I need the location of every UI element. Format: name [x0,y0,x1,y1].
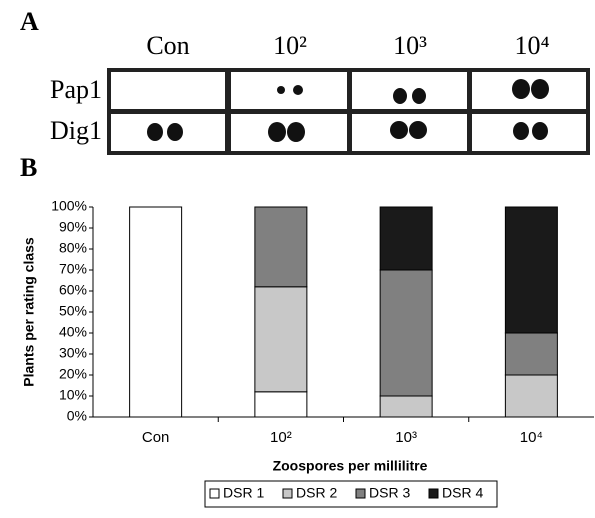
x-tick-label: 10⁴ [520,429,543,446]
y-tick-label: 70% [59,261,87,277]
y-tick-label: 0% [67,408,87,424]
legend-label: DSR 4 [442,485,483,501]
legend-label: DSR 1 [223,485,264,501]
y-tick-label: 30% [59,345,87,361]
bar-segment [380,396,432,417]
legend-label: DSR 3 [369,485,410,501]
y-tick-label: 10% [59,387,87,403]
bar-segment [380,270,432,396]
y-tick-label: 80% [59,240,87,256]
bar-segment [505,207,557,333]
legend-swatch [283,489,292,498]
panel-label: A [20,7,39,36]
column-label: Con [146,31,189,60]
bar-segment [505,375,557,417]
bar-segment [255,287,307,392]
x-tick-label: 10² [270,429,292,446]
y-tick-label: 50% [59,303,87,319]
y-tick-label: 100% [51,198,87,214]
bar-segment [130,207,182,417]
y-tick-label: 60% [59,282,87,298]
y-tick-label: 20% [59,366,87,382]
figure: A Con 10² 10³ 10⁴ Pap1 Dig1 B Zoospores … [0,0,595,518]
x-tick-label: 10³ [395,429,417,446]
column-label: 10⁴ [514,31,549,60]
row-label: Pap1 [50,75,102,104]
bar-segment [255,392,307,417]
legend-label: DSR 2 [296,485,337,501]
y-tick-label: 90% [59,219,87,235]
bar-segment [255,207,307,287]
row-label: Dig1 [50,116,102,145]
column-label: 10³ [393,31,427,60]
legend-swatch [356,489,365,498]
column-label: 10² [273,31,307,60]
y-axis-title: Plants per rating class [21,237,37,387]
legend-swatch [429,489,438,498]
bar-segment [380,207,432,270]
blot [107,68,590,155]
legend-swatch [210,489,219,498]
bar-segment [505,333,557,375]
x-tick-label: Con [142,429,170,446]
panel-label: B [20,153,37,182]
y-tick-label: 40% [59,324,87,340]
x-axis-title: Zoospores per millilitre [273,458,428,474]
